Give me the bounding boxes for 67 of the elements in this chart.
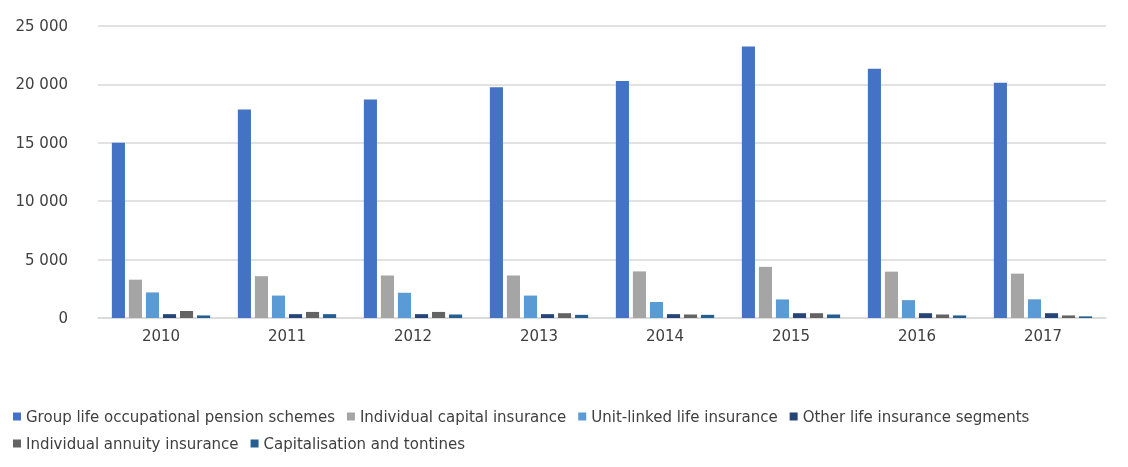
bar <box>145 292 160 318</box>
x-tick-label: 2015 <box>771 326 811 345</box>
bar <box>506 275 520 318</box>
bar <box>432 311 446 318</box>
bar <box>666 314 681 318</box>
bar <box>901 300 916 318</box>
x-tick-label: 2011 <box>267 326 307 345</box>
bar <box>363 99 377 318</box>
y-tick-label: 0 <box>58 309 68 327</box>
bar <box>615 80 629 318</box>
bar <box>489 87 503 318</box>
bar <box>380 275 394 318</box>
bar <box>758 266 772 318</box>
bar <box>197 315 211 318</box>
bar <box>649 302 664 318</box>
x-tick-label: 2013 <box>519 326 559 345</box>
bar <box>575 314 589 318</box>
x-tick-label: 2012 <box>393 326 433 345</box>
bar <box>414 314 429 318</box>
y-tick-label: 10 000 <box>15 192 68 211</box>
bar <box>827 314 841 318</box>
bar <box>792 313 807 318</box>
bar <box>323 314 337 318</box>
legend-label: Other life insurance segments <box>802 407 1030 426</box>
bar <box>701 314 715 318</box>
y-tick-label: 25 000 <box>15 17 68 35</box>
bar <box>237 109 251 318</box>
bar <box>306 311 320 318</box>
bar <box>867 68 881 318</box>
bar <box>1027 299 1042 318</box>
bar <box>936 314 950 318</box>
bar <box>884 271 898 318</box>
bar <box>128 279 142 318</box>
bar <box>558 313 572 318</box>
legend-label: Individual capital insurance <box>359 407 567 426</box>
bar <box>254 276 268 318</box>
bar <box>180 310 194 318</box>
bar <box>1044 313 1059 318</box>
legend-label: Group life occupational pension schemes <box>26 407 336 426</box>
bar <box>449 314 463 318</box>
bar <box>953 315 967 318</box>
bar <box>111 142 125 318</box>
bar <box>271 295 286 318</box>
bar <box>775 299 790 318</box>
y-tick-label: 20 000 <box>15 75 68 94</box>
x-tick-label: 2017 <box>1023 326 1063 345</box>
bar <box>162 314 177 318</box>
bar <box>918 313 933 318</box>
bar <box>540 314 555 318</box>
legend-label: Capitalisation and tontines <box>263 434 466 453</box>
bar <box>810 313 824 318</box>
bar <box>523 295 538 318</box>
x-tick-label: 2016 <box>897 326 937 345</box>
bar <box>684 314 698 318</box>
bar <box>741 46 755 318</box>
legend-label: Individual annuity insurance <box>26 434 239 453</box>
bar <box>993 82 1007 318</box>
x-tick-label: 2010 <box>141 326 181 345</box>
bar <box>397 292 412 318</box>
x-tick-label: 2014 <box>645 326 685 345</box>
bar <box>288 314 303 318</box>
y-tick-label: 15 000 <box>15 133 68 152</box>
bar <box>632 271 646 318</box>
legend-label: Unit-linked life insurance <box>591 407 778 426</box>
bar <box>1010 273 1024 318</box>
y-tick-label: 5 000 <box>25 250 68 269</box>
bar <box>1062 315 1076 318</box>
